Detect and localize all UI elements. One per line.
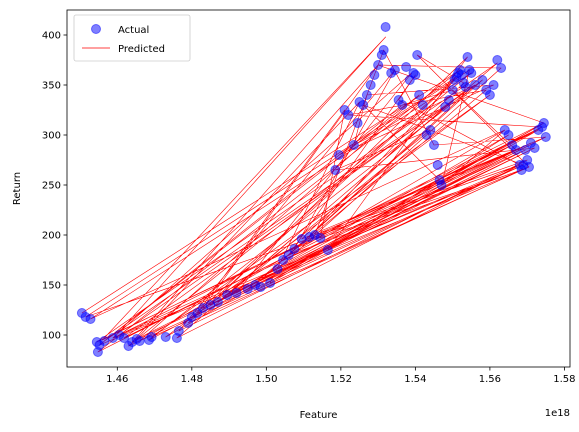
actual-point [322, 245, 333, 255]
legend-label-actual: Actual [118, 25, 149, 36]
actual-point [443, 95, 454, 105]
actual-point [477, 75, 488, 85]
actual-point [492, 55, 503, 65]
actual-point [436, 180, 447, 190]
x-tick-label: 1.48 [181, 374, 203, 385]
actual-point [524, 162, 534, 172]
actual-point [397, 100, 408, 110]
actual-point [432, 160, 443, 170]
actual-point [361, 90, 372, 100]
actual-point [92, 347, 103, 357]
actual-point [358, 100, 369, 110]
actual-point [380, 22, 391, 32]
actual-point [389, 65, 400, 75]
actual-point [272, 264, 283, 274]
actual-point [470, 80, 480, 90]
actual-point [365, 80, 376, 90]
actual-point [212, 297, 223, 307]
actual-point [460, 82, 471, 92]
actual-point [401, 62, 412, 72]
actual-point [503, 130, 514, 140]
x-tick-label: 1.58 [553, 374, 575, 385]
actual-point [369, 70, 380, 80]
actual-point [429, 140, 439, 150]
actual-point [466, 68, 477, 78]
y-tick-label: 300 [42, 131, 61, 142]
y-tick-label: 350 [42, 81, 61, 92]
actual-point [520, 145, 531, 155]
x-tick-label: 1.52 [330, 374, 352, 385]
actual-point [462, 52, 473, 62]
y-tick-label: 100 [42, 331, 61, 342]
actual-point [99, 336, 110, 346]
actual-point [289, 244, 300, 254]
actual-point [315, 233, 326, 243]
x-tick-label: 1.54 [404, 374, 426, 385]
x-axis-label: Feature [300, 410, 338, 421]
actual-point [173, 326, 184, 336]
actual-point [529, 143, 540, 153]
x-tick-label: 1.56 [479, 374, 501, 385]
actual-point [511, 145, 521, 155]
actual-series [76, 22, 551, 357]
actual-point [417, 100, 428, 110]
actual-point [373, 60, 384, 70]
x-tick-label: 1.50 [255, 374, 277, 385]
actual-point [119, 333, 129, 343]
actual-point [255, 282, 266, 292]
y-tick-label: 150 [42, 281, 61, 292]
actual-point [538, 118, 549, 128]
actual-point [540, 132, 551, 142]
actual-point [378, 45, 389, 55]
plot-frame [66, 9, 571, 368]
actual-point [484, 90, 495, 100]
x-axis: 1.46 1.48 1.50 1.52 1.54 1.56 1.58 [106, 367, 576, 385]
y-tick-label: 250 [42, 181, 61, 192]
legend: Actual Predicted [73, 14, 191, 62]
y-tick-label: 200 [42, 231, 61, 242]
actual-point [265, 278, 276, 288]
actual-point [334, 150, 344, 160]
actual-point [447, 85, 458, 95]
actual-point [410, 70, 421, 80]
legend-box [73, 14, 191, 62]
actual-point [146, 332, 157, 342]
actual-point [496, 63, 507, 73]
actual-point [425, 125, 436, 135]
actual-point [412, 50, 423, 60]
actual-point [330, 165, 341, 175]
y-tick-label: 400 [42, 31, 61, 42]
actual-point [343, 110, 354, 120]
actual-point [222, 290, 233, 300]
legend-marker-actual [91, 24, 101, 34]
actual-point [352, 118, 363, 128]
actual-point [348, 140, 359, 150]
actual-point [414, 90, 425, 100]
actual-point [283, 250, 294, 260]
actual-point [85, 314, 96, 324]
actual-point [160, 332, 171, 342]
x-offset-label: 1e18 [545, 408, 570, 419]
legend-label-predicted: Predicted [118, 44, 165, 55]
actual-point [134, 336, 145, 346]
x-tick-label: 1.46 [106, 374, 128, 385]
y-axis: 100 150 200 250 300 350 400 [42, 31, 67, 342]
actual-point [231, 288, 242, 298]
actual-point [488, 80, 499, 90]
y-axis-label: Return [12, 172, 23, 205]
